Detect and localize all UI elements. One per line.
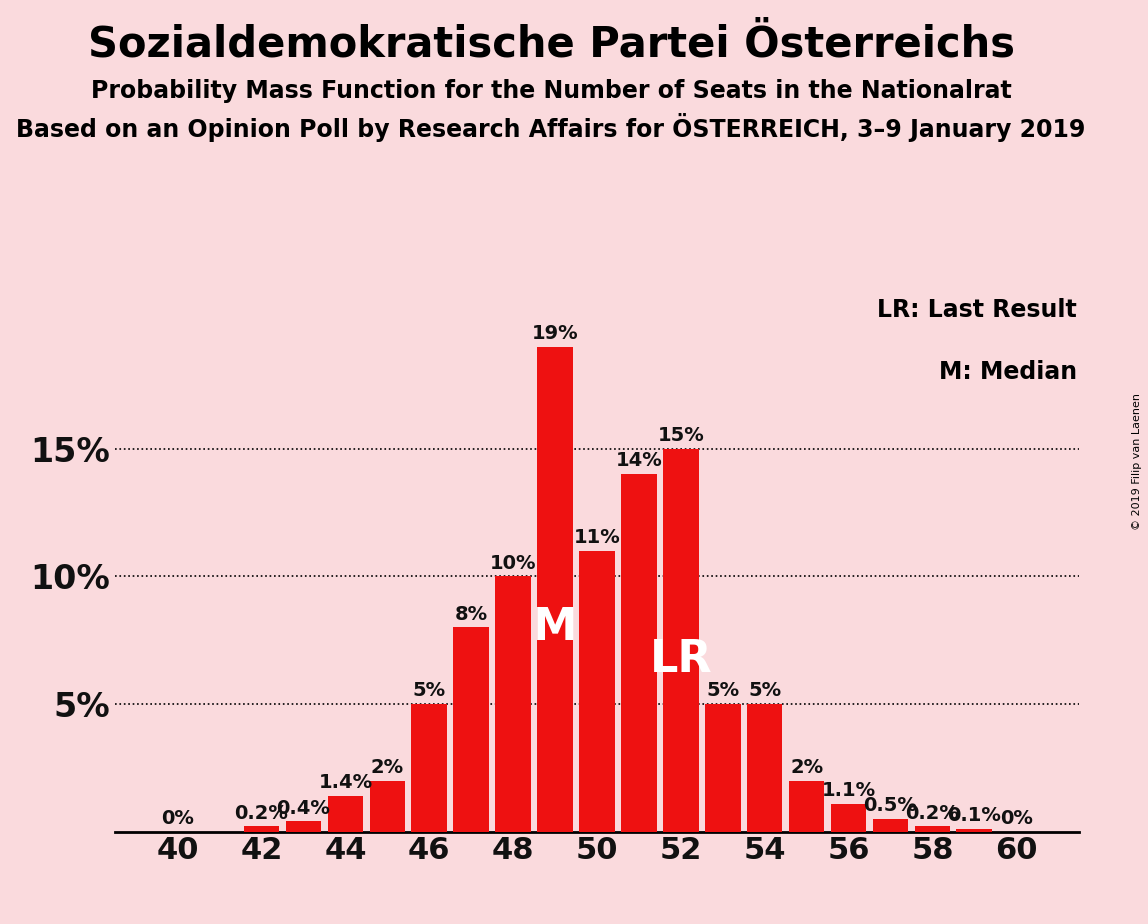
Bar bbox=[747, 704, 783, 832]
Text: 5%: 5% bbox=[706, 681, 739, 700]
Text: 10%: 10% bbox=[490, 553, 536, 573]
Text: Sozialdemokratische Partei Österreichs: Sozialdemokratische Partei Österreichs bbox=[87, 23, 1015, 65]
Text: 11%: 11% bbox=[574, 528, 620, 547]
Bar bbox=[537, 346, 573, 832]
Text: 0%: 0% bbox=[161, 808, 194, 828]
Text: LR: LR bbox=[650, 638, 712, 681]
Bar bbox=[915, 826, 951, 832]
Bar bbox=[831, 804, 867, 832]
Bar bbox=[872, 819, 908, 832]
Bar bbox=[664, 449, 699, 832]
Text: 0%: 0% bbox=[1000, 808, 1033, 828]
Text: 1.4%: 1.4% bbox=[318, 773, 372, 792]
Text: 5%: 5% bbox=[412, 681, 445, 700]
Text: 0.4%: 0.4% bbox=[277, 798, 331, 818]
Text: LR: Last Result: LR: Last Result bbox=[877, 298, 1077, 322]
Bar bbox=[286, 821, 321, 832]
Text: 2%: 2% bbox=[790, 758, 823, 777]
Text: 0.2%: 0.2% bbox=[906, 804, 960, 822]
Text: Probability Mass Function for the Number of Seats in the Nationalrat: Probability Mass Function for the Number… bbox=[91, 79, 1011, 103]
Bar bbox=[495, 577, 530, 832]
Text: 15%: 15% bbox=[658, 426, 704, 445]
Bar bbox=[411, 704, 447, 832]
Text: 5%: 5% bbox=[748, 681, 782, 700]
Text: 2%: 2% bbox=[371, 758, 404, 777]
Bar bbox=[956, 829, 992, 832]
Text: Based on an Opinion Poll by Research Affairs for ÖSTERREICH, 3–9 January 2019: Based on an Opinion Poll by Research Aff… bbox=[16, 113, 1086, 141]
Text: M: M bbox=[533, 606, 577, 650]
Text: 1.1%: 1.1% bbox=[822, 781, 876, 799]
Text: M: Median: M: Median bbox=[939, 360, 1077, 384]
Bar bbox=[705, 704, 740, 832]
Bar bbox=[579, 551, 615, 832]
Text: 0.1%: 0.1% bbox=[947, 807, 1001, 825]
Text: 0.2%: 0.2% bbox=[234, 804, 288, 822]
Bar bbox=[370, 781, 405, 832]
Bar bbox=[453, 627, 489, 832]
Text: 19%: 19% bbox=[532, 324, 579, 343]
Bar bbox=[243, 826, 279, 832]
Text: 14%: 14% bbox=[615, 452, 662, 470]
Bar bbox=[327, 796, 363, 832]
Bar bbox=[789, 781, 824, 832]
Text: 8%: 8% bbox=[455, 604, 488, 624]
Text: 0.5%: 0.5% bbox=[863, 796, 917, 815]
Bar bbox=[621, 474, 657, 832]
Text: © 2019 Filip van Laenen: © 2019 Filip van Laenen bbox=[1132, 394, 1142, 530]
